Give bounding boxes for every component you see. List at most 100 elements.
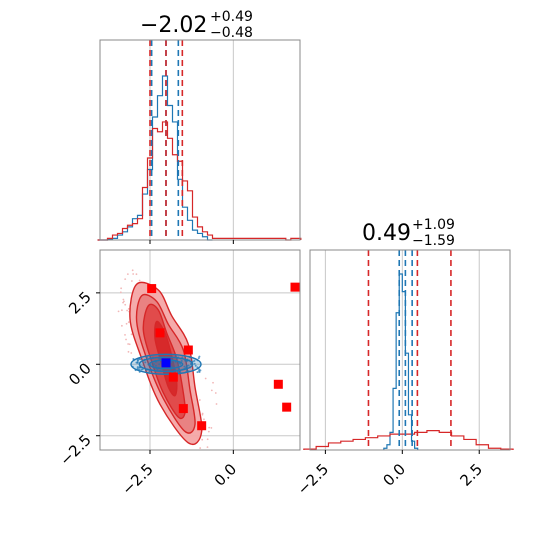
scatter-point: [207, 430, 210, 433]
blue-scatter-point: [156, 368, 159, 371]
title-param2-value: 0.49: [362, 221, 411, 246]
title-param1-minus: −0.48: [210, 25, 253, 41]
scatter-point: [206, 446, 209, 449]
scatter-point: [125, 322, 128, 325]
blue-scatter-point: [198, 369, 201, 372]
scatter-point: [212, 381, 214, 384]
blue-scatter-point: [136, 366, 139, 369]
scatter-point: [203, 418, 205, 421]
blue-scatter-point: [193, 362, 196, 365]
scatter-point: [119, 291, 122, 294]
red-marker: [178, 404, 188, 414]
scatter-point: [128, 343, 131, 346]
blue-scatter-point: [144, 361, 147, 364]
scatter-point: [131, 269, 134, 272]
y-tick-label: −2.5: [56, 431, 94, 469]
right-histogram-panel: −2.5 0.0 2.5: [294, 249, 514, 499]
scatter-point: [126, 273, 129, 276]
blue-scatter-point: [196, 371, 199, 374]
scatter-point: [204, 377, 207, 380]
red-marker: [155, 328, 165, 338]
blue-scatter-point: [145, 356, 148, 359]
scatter-point: [126, 309, 128, 312]
contour-panel: −2.5 0.0 −2.5 0.0 2.5: [56, 249, 301, 499]
scatter-point: [214, 392, 217, 394]
blue-scatter-point: [158, 363, 161, 366]
scatter-point: [210, 389, 213, 392]
scatter-point: [141, 364, 144, 367]
x-tick-label: −2.5: [294, 460, 332, 498]
scatter-point: [122, 298, 125, 301]
histogram-series-blue: [97, 75, 213, 241]
scatter-point: [117, 310, 120, 313]
scatter-point: [130, 333, 133, 336]
scatter-point: [124, 333, 126, 336]
blue-scatter-point: [176, 371, 179, 374]
scatter-point: [127, 321, 130, 324]
blue-scatter-point: [139, 358, 142, 361]
blue-scatter-point: [154, 364, 157, 367]
x-tick-label: −2.5: [118, 460, 156, 498]
x-tick-label: 2.5: [456, 460, 486, 490]
blue-scatter-point: [148, 370, 151, 373]
scatter-point: [198, 399, 201, 401]
red-marker: [282, 402, 292, 412]
blue-scatter-point: [198, 355, 201, 358]
blue-scatter-point: [193, 359, 196, 362]
histogram-series-red: [97, 121, 302, 241]
scatter-point: [120, 309, 123, 312]
red-marker: [273, 379, 283, 389]
scatter-point: [120, 287, 123, 290]
blue-scatter-point: [187, 364, 190, 367]
blue-scatter-point: [179, 370, 182, 373]
scatter-point: [132, 273, 135, 275]
blue-scatter-point: [138, 368, 141, 371]
blue-scatter-point: [170, 361, 173, 364]
scatter-point: [120, 324, 123, 327]
red-marker: [147, 284, 157, 294]
blue-scatter-point: [185, 360, 188, 363]
scatter-point: [208, 426, 211, 429]
blue-scatter-point: [185, 364, 188, 367]
scatter-point: [201, 438, 204, 441]
title-param2-plus: +1.09: [412, 217, 455, 233]
scatter-point: [130, 280, 133, 282]
blue-scatter-point: [179, 362, 182, 365]
axes-frame: [309, 249, 511, 451]
blue-scatter-point: [194, 364, 197, 367]
title-param2: 0.49 +1.09 −1.59: [362, 217, 455, 249]
red-marker: [168, 372, 178, 382]
title-param1-plus: +0.49: [210, 9, 253, 25]
red-marker: [197, 421, 207, 431]
title-param1-value: −2.02: [140, 13, 207, 38]
blue-scatter-point: [170, 365, 173, 368]
scatter-point: [199, 447, 202, 449]
blue-scatter-point: [183, 365, 186, 368]
scatter-point: [124, 278, 127, 281]
x-tick-label: 0.0: [380, 460, 410, 490]
scatter-point: [127, 308, 130, 310]
scatter-point: [201, 413, 204, 416]
scatter-point: [127, 350, 130, 353]
scatter-point: [130, 352, 133, 354]
title-param1: −2.02 +0.49 −0.48: [140, 9, 253, 41]
scatter-point: [122, 301, 124, 304]
scatter-point: [138, 279, 141, 282]
red-marker: [183, 345, 193, 355]
blue-scatter-point: [198, 368, 201, 371]
red-marker: [290, 282, 300, 292]
y-tick-label: 0.0: [65, 359, 95, 389]
x-tick-label: 0.0: [211, 460, 241, 490]
blue-scatter-point: [136, 361, 139, 364]
y-tick-label: 2.5: [65, 288, 95, 318]
scatter-point: [215, 403, 218, 405]
blue-scatter-point: [189, 363, 192, 366]
blue-marker: [161, 358, 171, 368]
top-histogram-panel: [97, 39, 302, 244]
scatter-point: [210, 427, 213, 429]
axes-frame: [99, 249, 301, 451]
axes-frame: [99, 39, 301, 241]
scatter-point: [124, 303, 127, 306]
blue-scatter-point: [136, 358, 139, 361]
